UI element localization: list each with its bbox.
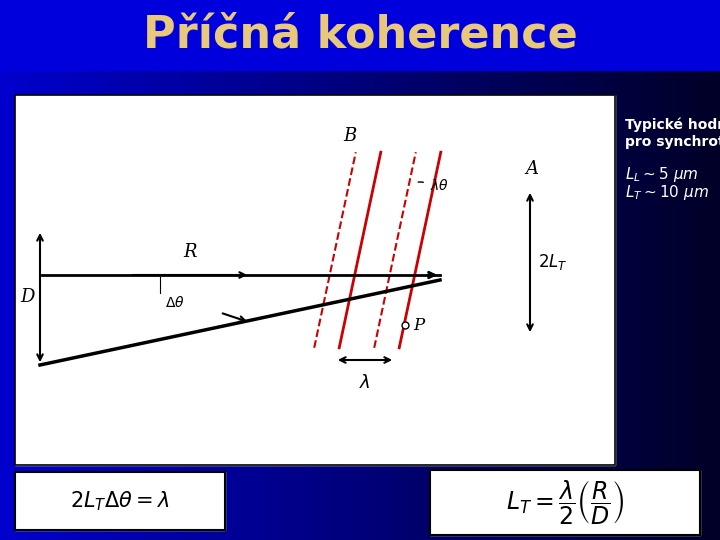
Text: P: P — [413, 316, 424, 334]
Bar — [430, 470, 700, 535]
Bar — [15, 472, 225, 530]
Text: $L_L \sim 5\ \mu m$: $L_L \sim 5\ \mu m$ — [625, 165, 699, 185]
Text: B: B — [343, 127, 356, 145]
Text: $2L_T$: $2L_T$ — [538, 253, 567, 273]
Bar — [15, 95, 615, 465]
Text: $\lambda\theta$: $\lambda\theta$ — [430, 178, 449, 192]
Bar — [430, 470, 700, 535]
Text: R: R — [184, 243, 197, 261]
Bar — [0, 0, 720, 70]
Text: $\lambda$: $\lambda$ — [359, 374, 371, 392]
Text: A: A — [526, 160, 539, 178]
Text: $2L_T\Delta\theta = \lambda$: $2L_T\Delta\theta = \lambda$ — [71, 489, 170, 513]
Bar — [15, 472, 225, 530]
Text: $\Delta\theta$: $\Delta\theta$ — [165, 295, 185, 310]
Bar — [15, 95, 615, 465]
Text: Příčná koherence: Příčná koherence — [143, 14, 577, 57]
Text: $L_T = \dfrac{\lambda}{2}\left(\dfrac{R}{D}\right)$: $L_T = \dfrac{\lambda}{2}\left(\dfrac{R}… — [506, 478, 624, 526]
Text: Typické hodnoty: Typické hodnoty — [625, 118, 720, 132]
Text: D: D — [20, 288, 34, 307]
Text: $L_T \sim 10\ \mu m$: $L_T \sim 10\ \mu m$ — [625, 183, 709, 201]
Text: pro synchrotron: pro synchrotron — [625, 135, 720, 149]
